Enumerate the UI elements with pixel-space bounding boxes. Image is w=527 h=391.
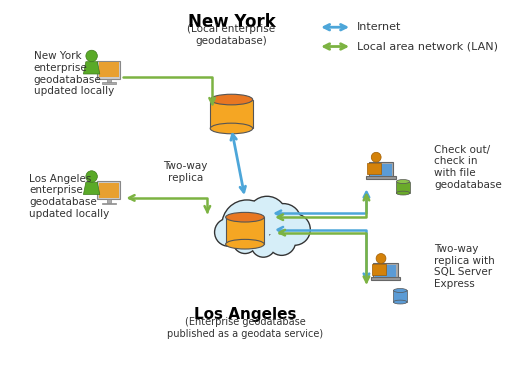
Bar [396, 181, 410, 193]
Ellipse shape [394, 289, 407, 292]
Circle shape [215, 219, 242, 246]
Text: (Enterprise geodatabase
published as a geodata service): (Enterprise geodatabase published as a g… [167, 317, 323, 339]
Text: Check out/
check in
with file
geodatabase: Check out/ check in with file geodatabas… [434, 145, 502, 190]
Polygon shape [372, 264, 386, 275]
Ellipse shape [394, 300, 407, 304]
Polygon shape [367, 163, 381, 174]
Bar [106, 199, 111, 203]
Ellipse shape [210, 123, 252, 134]
Circle shape [265, 203, 302, 240]
FancyBboxPatch shape [99, 63, 119, 77]
FancyBboxPatch shape [374, 263, 398, 278]
FancyBboxPatch shape [370, 163, 392, 176]
Circle shape [86, 50, 97, 62]
Circle shape [267, 227, 296, 256]
Circle shape [248, 197, 286, 235]
Circle shape [371, 152, 381, 162]
Circle shape [268, 228, 295, 255]
Bar [106, 79, 111, 83]
Circle shape [221, 199, 272, 251]
FancyBboxPatch shape [368, 162, 393, 177]
Text: Los Angeles
enterprise
geodatabase
updated locally: Los Angeles enterprise geodatabase updat… [29, 174, 109, 219]
Circle shape [86, 171, 97, 182]
FancyBboxPatch shape [97, 181, 121, 199]
Ellipse shape [226, 239, 264, 249]
Polygon shape [83, 182, 100, 195]
Circle shape [214, 217, 243, 247]
Text: Two-way
replica with
SQL Server
Express: Two-way replica with SQL Server Express [434, 244, 495, 289]
Ellipse shape [210, 94, 252, 105]
Ellipse shape [226, 212, 264, 222]
Text: Los Angeles: Los Angeles [194, 307, 296, 322]
Circle shape [278, 213, 311, 246]
Text: Internet: Internet [357, 22, 401, 32]
Circle shape [233, 230, 257, 253]
FancyBboxPatch shape [375, 265, 396, 277]
Text: Local area network (LAN): Local area network (LAN) [357, 41, 498, 52]
Text: New York
enterprise
geodatabase
updated locally: New York enterprise geodatabase updated … [34, 51, 114, 96]
FancyBboxPatch shape [371, 277, 401, 280]
Circle shape [376, 253, 386, 264]
FancyBboxPatch shape [99, 183, 119, 198]
Circle shape [252, 233, 275, 256]
Circle shape [247, 196, 287, 236]
FancyBboxPatch shape [226, 217, 264, 244]
Circle shape [222, 201, 271, 249]
Text: (Local enterprise
geodatabase): (Local enterprise geodatabase) [188, 24, 276, 46]
Circle shape [232, 229, 258, 254]
Ellipse shape [396, 191, 410, 195]
Polygon shape [83, 62, 100, 74]
FancyBboxPatch shape [97, 61, 121, 79]
Circle shape [250, 232, 276, 258]
Text: Two-way
replica: Two-way replica [163, 161, 207, 183]
Text: New York: New York [188, 13, 275, 31]
Bar [102, 82, 115, 84]
Ellipse shape [396, 179, 410, 183]
FancyBboxPatch shape [210, 100, 252, 129]
Bar [394, 291, 407, 302]
Bar [102, 203, 115, 204]
Circle shape [267, 204, 300, 238]
Circle shape [279, 214, 310, 245]
FancyBboxPatch shape [366, 176, 396, 179]
